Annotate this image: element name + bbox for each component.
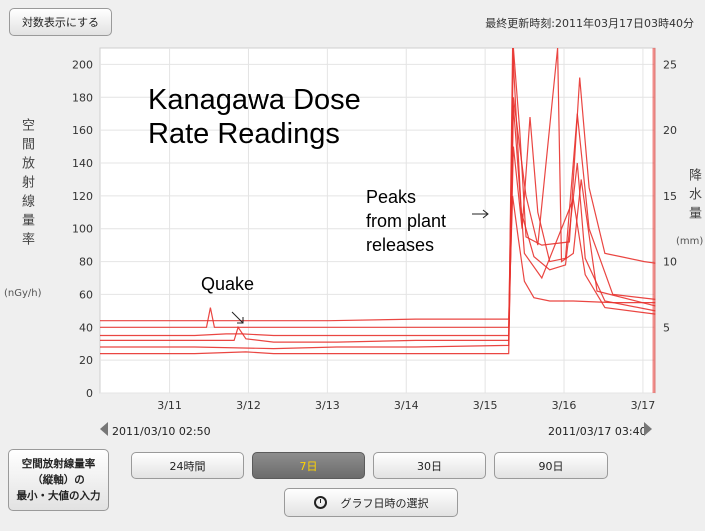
- y-tick-label: 200: [72, 58, 93, 71]
- left-axis-ticks: 0 20 40 60 80 100 120 140 160 180 200: [72, 58, 93, 400]
- axis-minmax-input-button[interactable]: 空間放射線量率 （縦軸）の 最小・大値の入力: [8, 449, 109, 511]
- y-tick-label: 180: [72, 91, 93, 104]
- period-90d-button[interactable]: 90日: [494, 452, 608, 479]
- range-end-date: 2011/03/17 03:40: [548, 425, 647, 438]
- x-tick-label: 3/11: [157, 399, 182, 412]
- period-7d-button[interactable]: 7日: [252, 452, 365, 479]
- y-tick-label: 20: [79, 354, 93, 367]
- x-axis-ticks: 3/11 3/12 3/13 3/14 3/15 3/16 3/17: [157, 399, 655, 412]
- y-axis-label: 空間放射線量率: [19, 118, 34, 251]
- x-tick-label: 3/16: [552, 399, 577, 412]
- y2-tick-label: 15: [663, 190, 677, 203]
- y2-tick-label: 5: [663, 321, 670, 334]
- y-tick-label: 80: [79, 256, 93, 269]
- x-tick-label: 3/15: [473, 399, 498, 412]
- quake-annotation: Quake: [201, 274, 255, 294]
- series-line-2: [100, 47, 656, 328]
- x-tick-label: 3/14: [394, 399, 419, 412]
- peaks-annotation: Peaks from plant releases: [366, 187, 447, 255]
- y2-axis-unit: (mm): [676, 236, 704, 247]
- y-axis-unit: (nGy/h): [4, 288, 42, 299]
- graph-date-select-label: グラフ日時の選択: [340, 496, 429, 510]
- clock-icon: [313, 496, 327, 509]
- peaks-arrow: [472, 209, 489, 219]
- y2-tick-label: 20: [663, 124, 677, 137]
- y2-tick-label: 25: [663, 58, 677, 71]
- y2-axis-label: 降水量: [686, 168, 701, 225]
- y2-tick-label: 10: [663, 256, 677, 269]
- scroll-right-arrow-icon[interactable]: [644, 422, 652, 436]
- x-tick-label: 3/12: [236, 399, 261, 412]
- range-start-date: 2011/03/10 02:50: [112, 425, 211, 438]
- y-tick-label: 40: [79, 321, 93, 334]
- x-tick-label: 3/17: [631, 399, 656, 412]
- last-updated-text: 最終更新時刻:2011年03月17日03時40分: [485, 17, 694, 30]
- y-tick-label: 60: [79, 288, 93, 301]
- series-lines: [100, 47, 656, 355]
- log-scale-button[interactable]: 対数表示にする: [9, 8, 112, 36]
- chart-title-annotation: Kanagawa Dose Rate Readings: [148, 84, 361, 150]
- grid-lines: [100, 48, 655, 394]
- y-tick-label: 100: [72, 223, 93, 236]
- period-30d-button[interactable]: 30日: [373, 452, 486, 479]
- y-tick-label: 120: [72, 190, 93, 203]
- series-line-3: [100, 113, 656, 337]
- right-axis-ticks: 5 10 15 20 25: [652, 48, 677, 393]
- scroll-left-arrow-icon[interactable]: [100, 422, 108, 436]
- y-tick-label: 0: [86, 387, 93, 400]
- y-tick-label: 160: [72, 124, 93, 137]
- quake-arrow: [231, 311, 244, 324]
- y-tick-label: 140: [72, 157, 93, 170]
- period-24h-button[interactable]: 24時間: [131, 452, 244, 479]
- series-line-1: [100, 195, 656, 322]
- graph-date-select-button[interactable]: グラフ日時の選択: [284, 488, 458, 517]
- x-tick-label: 3/13: [315, 399, 340, 412]
- series-line-6: [100, 105, 656, 355]
